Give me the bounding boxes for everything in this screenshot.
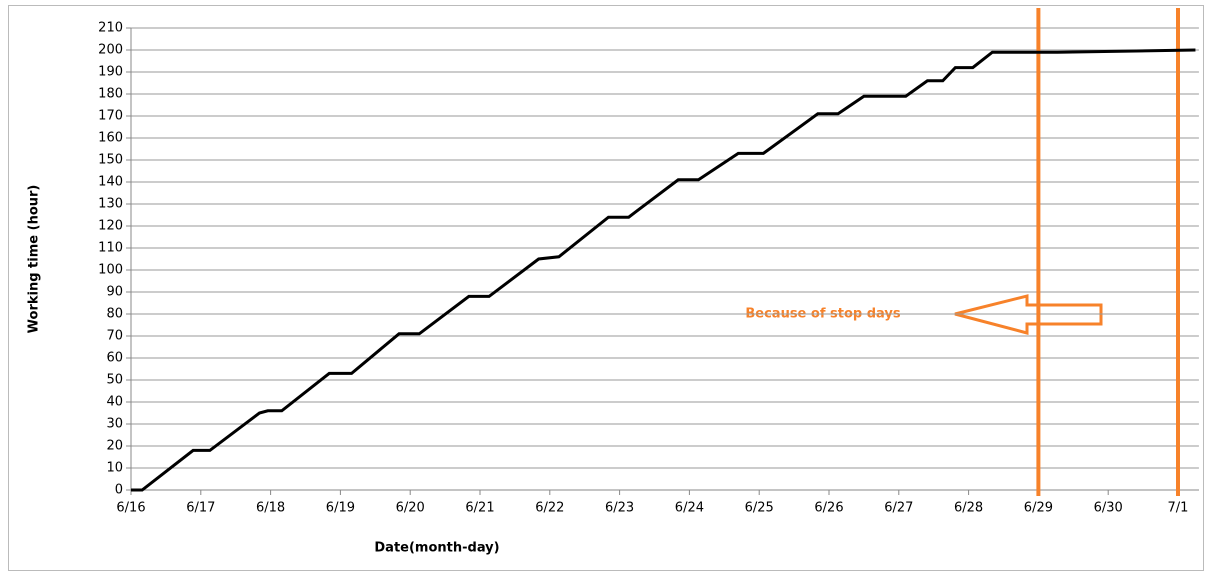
x-tick-label: 6/30 bbox=[1094, 501, 1123, 516]
x-tick-label: 6/16 bbox=[116, 501, 145, 516]
y-tick-label: 70 bbox=[106, 329, 123, 344]
y-tick-label: 30 bbox=[106, 417, 123, 432]
y-tick-label: 0 bbox=[115, 483, 123, 498]
y-tick-label: 180 bbox=[98, 87, 123, 102]
y-tick-label: 160 bbox=[98, 131, 123, 146]
y-tick-label: 40 bbox=[106, 395, 123, 410]
y-tick-label: 90 bbox=[106, 285, 123, 300]
y-axis-label: Working time (hour) bbox=[27, 185, 42, 334]
x-tick-label: 6/23 bbox=[605, 501, 634, 516]
y-tick-label: 140 bbox=[98, 175, 123, 190]
y-tick-label: 120 bbox=[98, 219, 123, 234]
y-tick-label: 200 bbox=[98, 43, 123, 58]
x-tick-label: 6/17 bbox=[186, 501, 215, 516]
x-tick-label: 6/20 bbox=[396, 501, 425, 516]
x-tick-label: 6/22 bbox=[535, 501, 564, 516]
y-tick-label: 130 bbox=[98, 197, 123, 212]
x-tick-label: 6/28 bbox=[954, 501, 983, 516]
data-line bbox=[131, 48, 1196, 492]
x-tick-label: 6/24 bbox=[675, 501, 704, 516]
x-tick-label: 6/18 bbox=[256, 501, 285, 516]
y-tick-label: 210 bbox=[98, 21, 123, 36]
y-tick-label: 100 bbox=[98, 263, 123, 278]
y-tick-label: 110 bbox=[98, 241, 123, 256]
x-tick-label: 6/25 bbox=[745, 501, 774, 516]
x-tick-label: 6/27 bbox=[884, 501, 913, 516]
y-tick-label: 190 bbox=[98, 65, 123, 80]
y-tick-label: 60 bbox=[106, 351, 123, 366]
y-tick-label: 10 bbox=[106, 461, 123, 476]
x-tick-label: 7/1 bbox=[1168, 501, 1189, 516]
y-tick-label: 80 bbox=[106, 307, 123, 322]
chart-border bbox=[8, 5, 1204, 571]
y-tick-label: 50 bbox=[106, 373, 123, 388]
y-tick-label: 170 bbox=[98, 109, 123, 124]
y-tick-label: 20 bbox=[106, 439, 123, 454]
x-tick-label: 6/29 bbox=[1024, 501, 1053, 516]
y-tick-label: 150 bbox=[98, 153, 123, 168]
x-tick-label: 6/19 bbox=[326, 501, 355, 516]
x-tick-label: 6/21 bbox=[465, 501, 494, 516]
x-axis-label: Date(month-day) bbox=[374, 541, 499, 556]
x-tick-label: 6/26 bbox=[814, 501, 843, 516]
